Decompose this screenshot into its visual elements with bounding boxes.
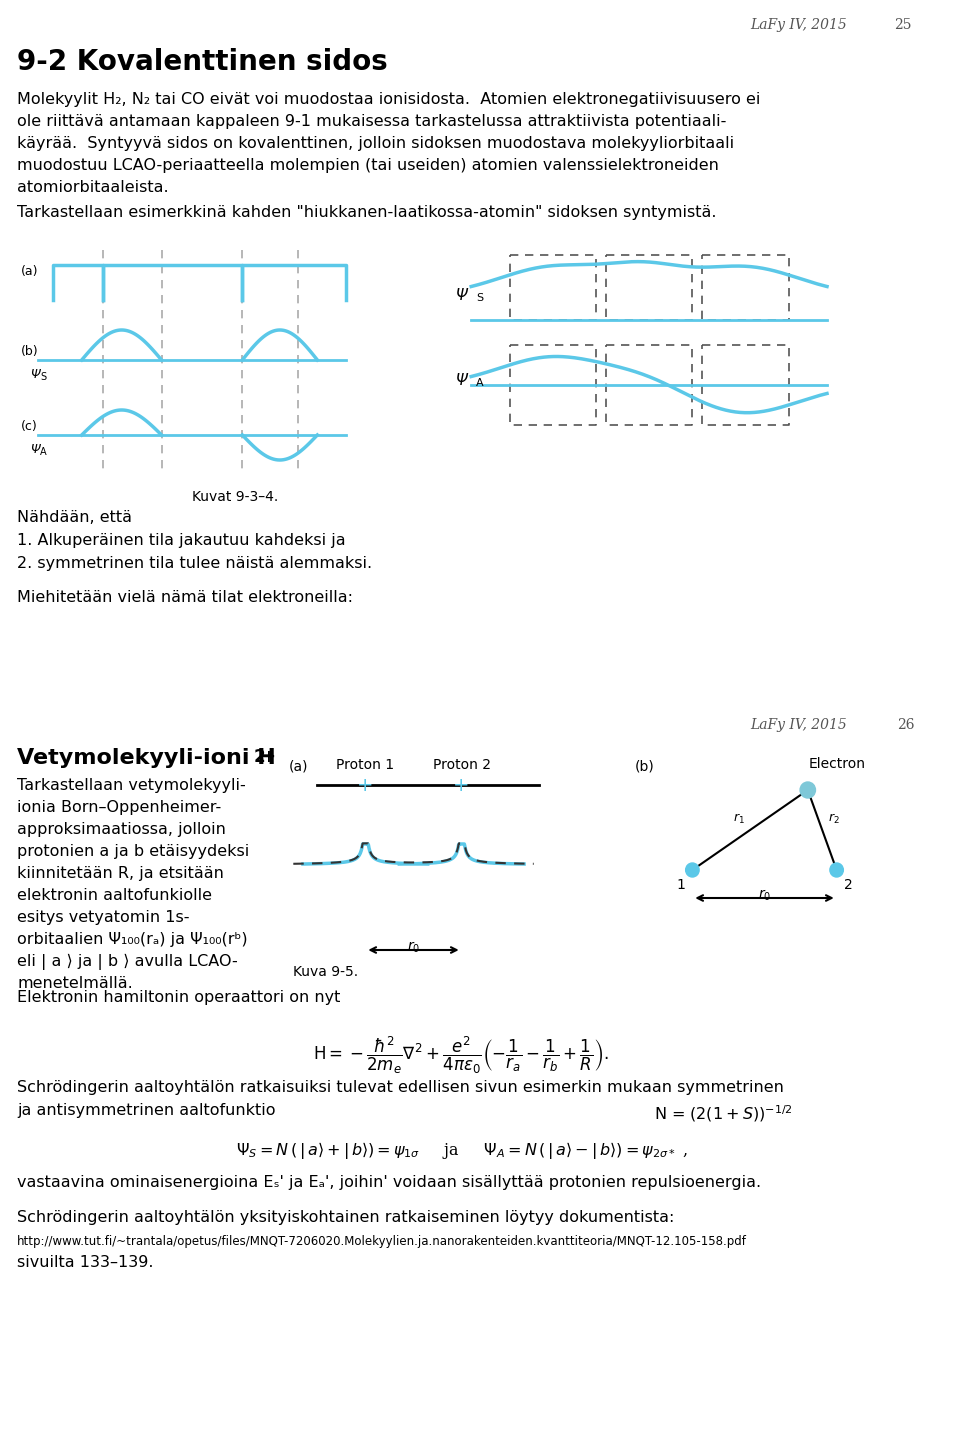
Text: +: +: [357, 777, 373, 795]
Text: $r_0$: $r_0$: [407, 940, 420, 955]
Text: 1: 1: [677, 879, 685, 892]
Text: (b): (b): [635, 761, 655, 774]
Text: Molekyylit H₂, N₂ tai CO eivät voi muodostaa ionisidosta.  Atomien elektronegati: Molekyylit H₂, N₂ tai CO eivät voi muodo…: [17, 92, 760, 106]
Text: LaFy IV, 2015: LaFy IV, 2015: [750, 718, 847, 732]
Text: ole riittävä antamaan kappaleen 9-1 mukaisessa tarkastelussa attraktiivista pote: ole riittävä antamaan kappaleen 9-1 muka…: [17, 114, 727, 129]
Text: Vetymolekyyli-ioni H: Vetymolekyyli-ioni H: [17, 748, 276, 768]
Text: S: S: [476, 293, 483, 303]
Text: ja antisymmetrinen aaltofunktio: ja antisymmetrinen aaltofunktio: [17, 1103, 276, 1117]
Text: protonien a ja b etäisyydeksi: protonien a ja b etäisyydeksi: [17, 844, 250, 858]
Text: approksimaatiossa, jolloin: approksimaatiossa, jolloin: [17, 823, 227, 837]
Text: N = $(2(1+S))^{-1/2}$: N = $(2(1+S))^{-1/2}$: [654, 1103, 793, 1123]
Text: 2: 2: [844, 879, 852, 892]
Text: +: +: [261, 748, 276, 766]
Text: 2. symmetrinen tila tulee näistä alemmaksi.: 2. symmetrinen tila tulee näistä alemmak…: [17, 557, 372, 571]
Text: Proton 2: Proton 2: [433, 758, 491, 772]
Text: Tarkastellaan esimerkkinä kahden "hiukkanen-laatikossa-atomin" sidoksen syntymis: Tarkastellaan esimerkkinä kahden "hiukka…: [17, 206, 717, 220]
Text: Ψ: Ψ: [31, 368, 40, 381]
Circle shape: [800, 782, 815, 798]
Circle shape: [829, 863, 843, 877]
Text: Ψ: Ψ: [455, 372, 468, 388]
Text: A: A: [476, 378, 484, 388]
Text: menetelmällä.: menetelmällä.: [17, 976, 133, 991]
Text: http://www.tut.fi/~trantala/opetus/files/MNQT-7206020.Molekyylien.ja.nanorakente: http://www.tut.fi/~trantala/opetus/files…: [17, 1235, 747, 1248]
Text: Schrödingerin aaltoyhtälön yksityiskohtainen ratkaiseminen löytyy dokumentista:: Schrödingerin aaltoyhtälön yksityiskohta…: [17, 1209, 675, 1225]
Text: eli | a ⟩ ja | b ⟩ avulla LCAO-: eli | a ⟩ ja | b ⟩ avulla LCAO-: [17, 953, 238, 971]
Text: atomiorbitaaleista.: atomiorbitaaleista.: [17, 180, 169, 196]
Text: 9-2 Kovalenttinen sidos: 9-2 Kovalenttinen sidos: [17, 47, 388, 76]
Text: $r_1$: $r_1$: [732, 812, 744, 825]
Text: Proton 1: Proton 1: [336, 758, 395, 772]
Text: (b): (b): [21, 345, 38, 358]
Text: Ψ: Ψ: [31, 443, 40, 456]
Text: Elektronin hamiltonin operaattori on nyt: Elektronin hamiltonin operaattori on nyt: [17, 989, 341, 1005]
Text: muodostuu LCAO-periaatteella molempien (tai useiden) atomien valenssielektroneid: muodostuu LCAO-periaatteella molempien (…: [17, 158, 719, 173]
Text: $\Psi_S = N\,(\,|\,a\rangle + |\,b\rangle) = \psi_{1\sigma}$     ja     $\Psi_A : $\Psi_S = N\,(\,|\,a\rangle + |\,b\rangl…: [236, 1140, 687, 1160]
Text: orbitaalien Ψ₁₀₀(rₐ) ja Ψ₁₀₀(rᵇ): orbitaalien Ψ₁₀₀(rₐ) ja Ψ₁₀₀(rᵇ): [17, 932, 248, 948]
Text: (c): (c): [21, 420, 37, 433]
Text: kiinnitetään R, ja etsitään: kiinnitetään R, ja etsitään: [17, 866, 225, 881]
Text: Miehitetään vielä nämä tilat elektroneilla:: Miehitetään vielä nämä tilat elektroneil…: [17, 590, 353, 605]
Text: esitys vetyatomin 1s-: esitys vetyatomin 1s-: [17, 910, 190, 925]
Text: Kuva 9-5.: Kuva 9-5.: [294, 965, 358, 979]
Text: elektronin aaltofunkiolle: elektronin aaltofunkiolle: [17, 889, 212, 903]
Text: Kuvat 9-3–4.: Kuvat 9-3–4.: [192, 490, 278, 503]
Text: $\mathrm{H} = -\dfrac{\hbar^2}{2m_e}\nabla^2 + \dfrac{e^2}{4\pi\varepsilon_0}\le: $\mathrm{H} = -\dfrac{\hbar^2}{2m_e}\nab…: [314, 1035, 610, 1076]
Text: +: +: [453, 777, 469, 795]
Text: LaFy IV, 2015: LaFy IV, 2015: [750, 19, 847, 32]
Text: vastaavina ominaisenergioina Eₛ' ja Eₐ', joihin' voidaan sisällyttää protonien r: vastaavina ominaisenergioina Eₛ' ja Eₐ',…: [17, 1175, 761, 1191]
Text: (a): (a): [21, 265, 38, 278]
Text: $r_0$: $r_0$: [757, 889, 771, 903]
Text: Ψ: Ψ: [455, 288, 468, 303]
Text: 2: 2: [253, 748, 266, 766]
Text: ionia Born–Oppenheimer-: ionia Born–Oppenheimer-: [17, 800, 222, 815]
Text: 1. Alkuperäinen tila jakautuu kahdeksi ja: 1. Alkuperäinen tila jakautuu kahdeksi j…: [17, 533, 346, 548]
Text: käyrää.  Syntyyvä sidos on kovalenttinen, jolloin sidoksen muodostava molekyylio: käyrää. Syntyyvä sidos on kovalenttinen,…: [17, 137, 734, 151]
Text: S: S: [40, 372, 46, 383]
Text: Electron: Electron: [808, 756, 865, 771]
Text: $r_2$: $r_2$: [828, 812, 840, 825]
Text: Nähdään, että: Nähdään, että: [17, 510, 132, 525]
Text: Tarkastellaan vetymolekyyli-: Tarkastellaan vetymolekyyli-: [17, 778, 246, 792]
Text: A: A: [40, 447, 47, 457]
Text: 26: 26: [898, 718, 915, 732]
Text: (a): (a): [289, 761, 308, 774]
Text: Schrödingerin aaltoyhtälön ratkaisuiksi tulevat edellisen sivun esimerkin mukaan: Schrödingerin aaltoyhtälön ratkaisuiksi …: [17, 1080, 784, 1094]
Circle shape: [685, 863, 699, 877]
Text: 25: 25: [895, 19, 912, 32]
Text: sivuilta 133–139.: sivuilta 133–139.: [17, 1255, 154, 1270]
